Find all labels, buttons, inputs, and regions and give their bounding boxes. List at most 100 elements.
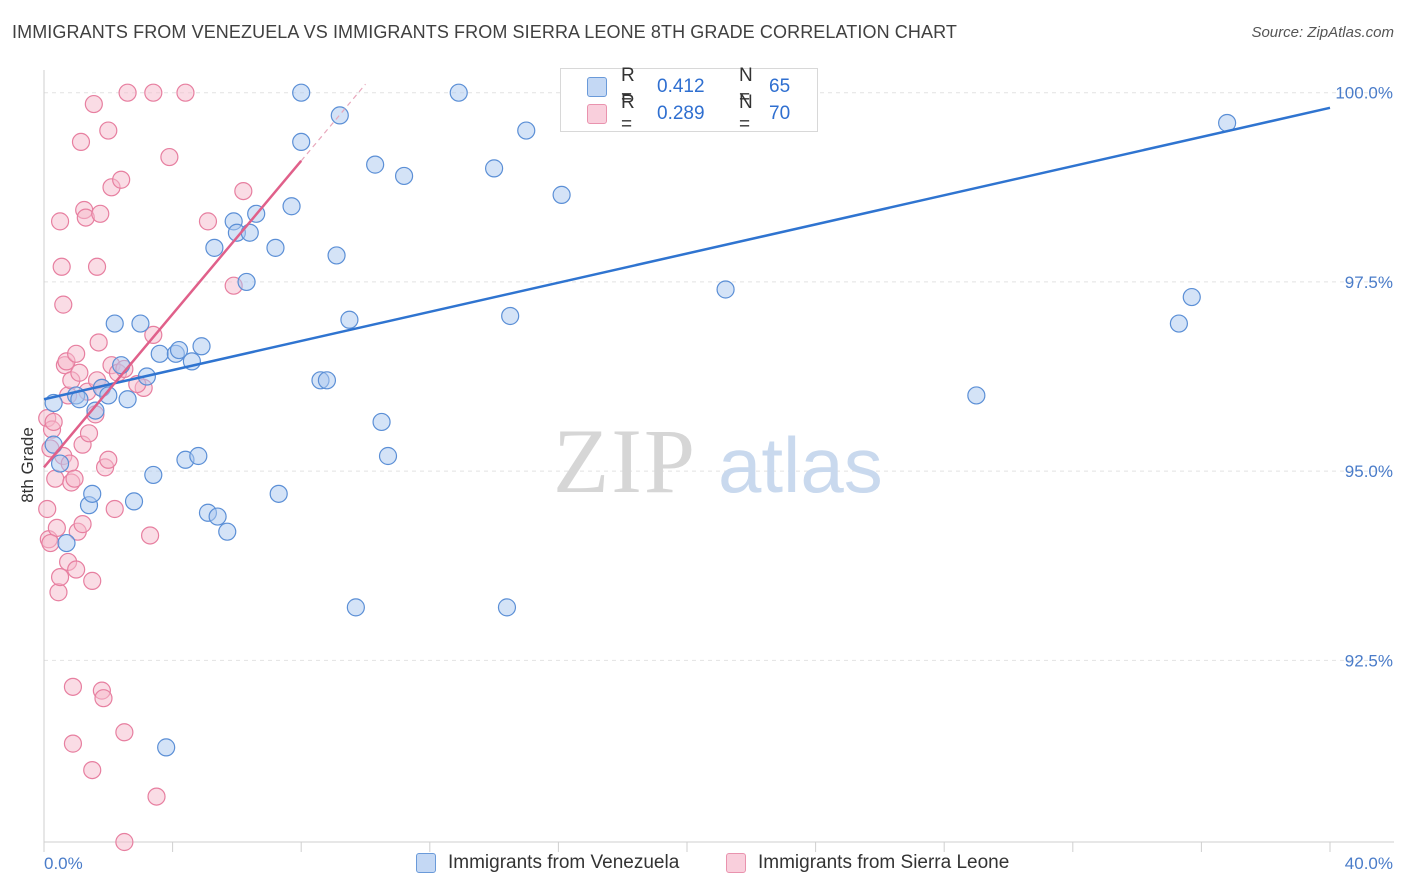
data-point-sierra-leone	[99, 121, 118, 140]
data-point-sierra-leone	[50, 567, 70, 587]
y-tick-label: 100.0%	[1335, 84, 1393, 103]
watermark-zip: ZIP	[553, 410, 697, 512]
data-point-sierra-leone	[160, 147, 179, 167]
data-point-sierra-leone	[105, 499, 124, 519]
r-label: R =	[621, 65, 635, 108]
r-value: 0.412	[657, 76, 705, 97]
data-point-sierra-leone	[147, 787, 166, 806]
data-point-sierra-leone	[63, 734, 83, 753]
n-value: 65	[769, 76, 791, 97]
data-point-sierra-leone	[49, 583, 68, 602]
data-point-sierra-leone	[176, 83, 195, 102]
data-point-sierra-leone	[50, 212, 70, 231]
data-point-venezuela	[50, 454, 70, 473]
data-point-venezuela	[485, 159, 504, 178]
data-point-venezuela	[192, 337, 211, 356]
data-point-venezuela	[240, 223, 259, 242]
n-label: N =	[739, 65, 753, 108]
data-point-sierra-leone	[71, 132, 91, 152]
data-point-sierra-leone	[94, 689, 113, 708]
n-value: 70	[769, 103, 791, 124]
legend-row-sierra-leone: R = 0.289 N = 70	[587, 92, 791, 135]
data-point-venezuela	[330, 106, 349, 125]
data-point-venezuela	[112, 356, 131, 375]
data-point-sierra-leone	[38, 499, 57, 519]
data-point-venezuela	[105, 314, 124, 333]
data-point-venezuela	[449, 83, 468, 102]
x-tick-label: 0.0%	[44, 854, 83, 873]
chart-title: IMMIGRANTS FROM VENEZUELA VS IMMIGRANTS …	[12, 22, 957, 42]
tick-labels: 92.5% 95.0% 97.5% 100.0% 0.0% 40.0%	[44, 84, 1393, 873]
data-point-sierra-leone	[44, 412, 63, 432]
legend-item-venezuela[interactable]: Immigrants from Venezuela	[416, 852, 679, 874]
data-point-venezuela	[394, 166, 414, 186]
r-label: R =	[621, 92, 635, 135]
data-point-venezuela	[157, 738, 176, 757]
data-point-venezuela	[340, 310, 359, 329]
data-point-venezuela	[517, 121, 536, 140]
stats-legend: R = 0.412 N = 65 R = 0.289 N = 70	[560, 65, 818, 135]
data-point-venezuela	[99, 386, 118, 405]
data-point-venezuela	[118, 390, 137, 409]
data-point-sierra-leone	[118, 83, 137, 102]
data-point-sierra-leone	[46, 469, 65, 488]
y-axis-label: 8th Grade	[18, 427, 37, 503]
trend-lines	[43, 83, 1331, 469]
legend-label-sierra-leone: Immigrants from Sierra Leone	[758, 852, 1010, 873]
legend-item-sierra-leone[interactable]: Immigrants from Sierra Leone	[726, 852, 1009, 874]
data-point-sierra-leone	[67, 344, 86, 363]
data-point-sierra-leone	[115, 832, 134, 852]
data-point-venezuela	[86, 401, 105, 420]
data-point-venezuela	[317, 371, 337, 390]
legend-swatch-pink	[587, 104, 607, 124]
data-point-sierra-leone	[73, 515, 92, 534]
data-point-venezuela	[292, 132, 311, 152]
r-value: 0.289	[657, 103, 705, 124]
gridlines	[44, 92, 1394, 661]
legend-row-venezuela: R = 0.412 N = 65	[587, 65, 791, 108]
data-point-sierra-leone	[84, 94, 103, 114]
data-point-venezuela	[144, 465, 163, 485]
data-point-venezuela	[169, 340, 189, 360]
data-point-sierra-leone	[115, 723, 134, 742]
series-legend: Immigrants from Venezuela Immigrants fro…	[0, 852, 1406, 878]
trend-line-sierra-leone	[43, 160, 303, 469]
data-point-sierra-leone	[83, 760, 102, 780]
data-point-sierra-leone	[144, 83, 163, 102]
data-point-sierra-leone	[83, 571, 102, 590]
data-point-venezuela	[346, 598, 365, 617]
data-point-venezuela	[282, 197, 301, 216]
data-point-venezuela	[189, 446, 208, 466]
y-tick-label: 95.0%	[1345, 462, 1393, 481]
data-point-venezuela	[266, 238, 285, 257]
data-point-sierra-leone	[65, 469, 84, 488]
data-point-venezuela	[131, 314, 150, 333]
data-point-venezuela	[501, 306, 520, 326]
data-point-venezuela	[205, 238, 224, 257]
data-point-venezuela	[1169, 314, 1188, 333]
data-point-venezuela	[716, 280, 735, 299]
data-point-venezuela	[327, 246, 346, 265]
data-point-sierra-leone	[63, 677, 83, 696]
data-point-sierra-leone	[52, 257, 71, 276]
source-label: Source: ZipAtlas.com	[1251, 24, 1394, 41]
data-point-sierra-leone	[112, 170, 131, 189]
data-point-venezuela	[124, 492, 144, 511]
data-point-venezuela	[57, 533, 76, 553]
x-tick-label: 40.0%	[1345, 854, 1393, 873]
trend-line-extension	[300, 83, 366, 162]
data-point-sierra-leone	[234, 181, 253, 201]
data-point-sierra-leone	[140, 526, 160, 545]
data-point-venezuela	[150, 344, 169, 363]
data-point-venezuela	[967, 386, 986, 405]
data-point-sierra-leone	[99, 450, 118, 469]
data-point-venezuela	[552, 185, 571, 204]
trend-line-venezuela	[43, 106, 1331, 401]
legend-swatch-blue	[416, 853, 436, 873]
data-point-sierra-leone	[198, 212, 218, 231]
data-point-venezuela	[269, 484, 288, 503]
data-point-venezuela	[237, 272, 256, 292]
data-point-sierra-leone	[89, 333, 108, 352]
data-point-venezuela	[208, 507, 227, 526]
